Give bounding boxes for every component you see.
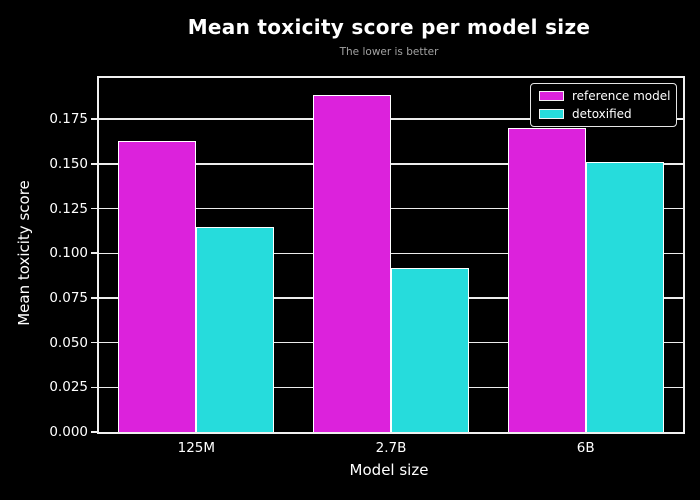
bar-reference-model-2.7B: [313, 95, 391, 432]
x-tick-label: 2.7B: [375, 440, 407, 456]
y-tick-label: 0.175: [49, 111, 88, 128]
bar-detoxified-2.7B: [391, 268, 469, 432]
bar-detoxified-125M: [196, 226, 275, 432]
x-axis-label: Model size: [349, 461, 429, 479]
legend-label-reference-model: reference model: [572, 89, 671, 103]
y-tick-mark: [91, 163, 97, 165]
y-tick-label: 0.000: [49, 424, 88, 440]
bar-reference-model-6B: [507, 128, 586, 432]
detoxified-swatch-icon: [539, 109, 564, 119]
reference-model-swatch-icon: [539, 91, 564, 101]
plot-area: [97, 76, 685, 434]
chart-title: Mean toxicity score per model size: [187, 15, 591, 39]
y-tick-mark: [91, 207, 97, 210]
x-tick-label: 6B: [576, 440, 595, 456]
y-tick-label: 0.125: [49, 200, 88, 217]
y-tick-mark: [91, 252, 97, 254]
legend-row-detoxified: detoxified: [539, 107, 668, 121]
gridline: [99, 118, 683, 120]
y-tick-label: 0.025: [49, 379, 88, 396]
y-tick-label: 0.100: [49, 245, 88, 262]
y-tick-label: 0.075: [49, 289, 88, 306]
chart-subtitle: The lower is better: [339, 46, 439, 58]
y-tick-label: 0.050: [49, 334, 88, 351]
y-tick-mark: [91, 118, 97, 120]
y-tick-mark: [91, 297, 97, 299]
gridline: [99, 207, 683, 210]
plot-inner: [99, 78, 683, 432]
legend-row-reference-model: reference model: [539, 89, 671, 103]
gridline: [99, 163, 683, 165]
y-tick-mark: [91, 431, 97, 433]
legend-label-detoxified: detoxified: [572, 107, 632, 121]
x-tick-label: 125M: [177, 440, 216, 456]
y-tick-label: 0.150: [49, 155, 88, 172]
bar-reference-model-125M: [118, 141, 197, 432]
bar-detoxified-6B: [585, 162, 664, 432]
y-tick-mark: [91, 386, 97, 389]
legend: reference model detoxified: [530, 83, 677, 127]
gridline: [99, 252, 683, 254]
y-tick-mark: [91, 341, 97, 344]
